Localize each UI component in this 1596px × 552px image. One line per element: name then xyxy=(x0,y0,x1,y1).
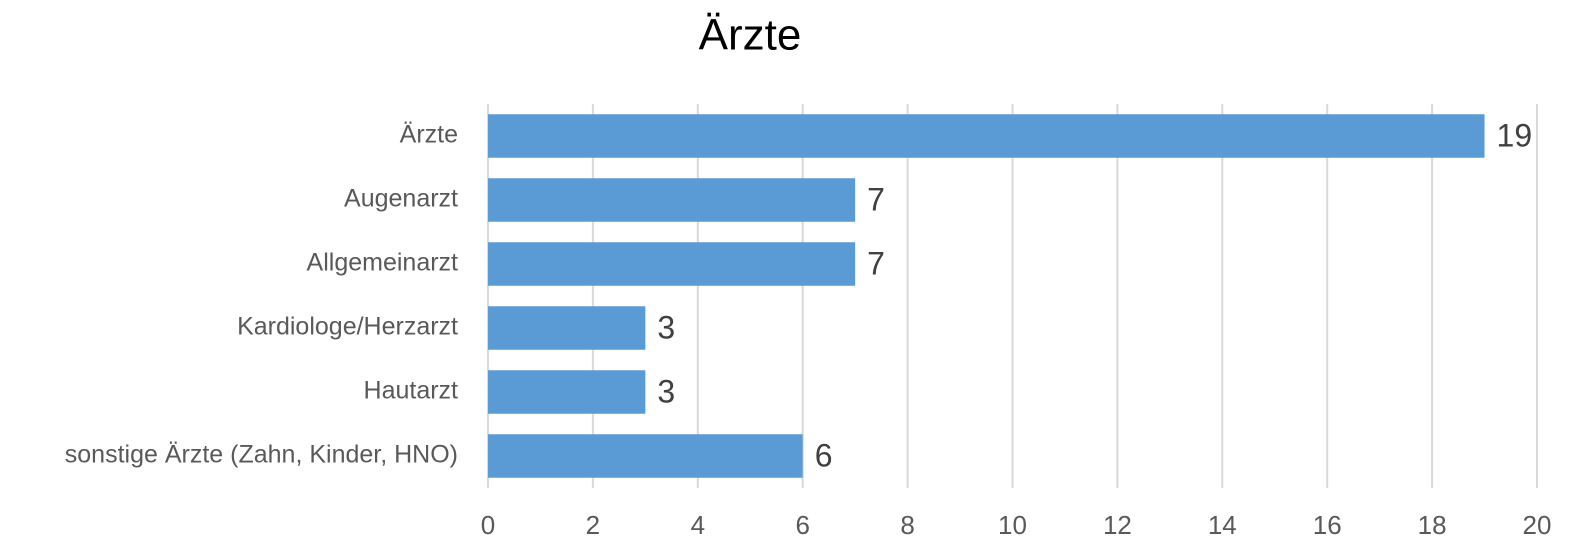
bar xyxy=(488,370,646,414)
data-label: 7 xyxy=(867,181,885,217)
y-tick-label: Kardiologe/Herzarzt xyxy=(237,313,458,341)
data-label: 7 xyxy=(867,245,885,281)
y-tick-label: Ärzte xyxy=(400,121,458,149)
data-label: 3 xyxy=(657,309,675,345)
data-label: 6 xyxy=(815,437,833,473)
y-tick-label: Augenarzt xyxy=(344,185,458,213)
x-tick-label: 8 xyxy=(900,510,914,540)
bar xyxy=(488,242,856,286)
x-tick-label: 20 xyxy=(1523,510,1552,540)
bar xyxy=(488,114,1485,158)
y-tick-label: sonstige Ärzte (Zahn, Kinder, HNO) xyxy=(65,441,458,469)
x-tick-label: 6 xyxy=(795,510,809,540)
chart-title: Ärzte xyxy=(699,11,802,60)
bar xyxy=(488,306,646,350)
x-tick-label: 14 xyxy=(1208,510,1237,540)
y-tick-label: Allgemeinarzt xyxy=(307,249,459,277)
x-tick-label: 18 xyxy=(1418,510,1447,540)
x-tick-label: 10 xyxy=(998,510,1027,540)
bar xyxy=(488,434,803,478)
x-tick-label: 12 xyxy=(1103,510,1132,540)
bar xyxy=(488,178,856,222)
y-tick-label: Hautarzt xyxy=(364,377,459,405)
x-tick-label: 4 xyxy=(691,510,705,540)
data-label: 19 xyxy=(1497,117,1533,153)
x-tick-label: 16 xyxy=(1313,510,1342,540)
x-tick-label: 2 xyxy=(586,510,600,540)
x-tick-label: 0 xyxy=(481,510,495,540)
data-label: 3 xyxy=(657,373,675,409)
